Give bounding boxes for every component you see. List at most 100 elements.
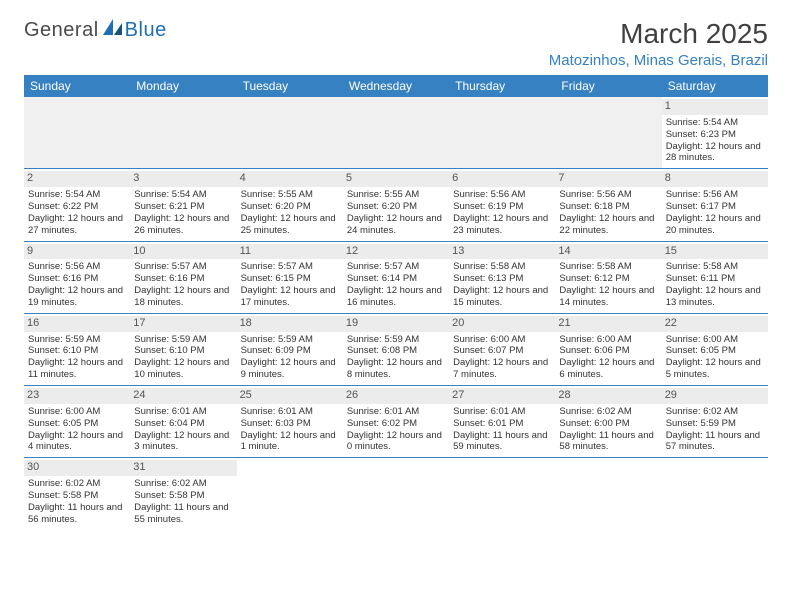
daylight-line: Daylight: 11 hours and 59 minutes.: [453, 430, 551, 454]
calendar-day-cell: 23Sunrise: 6:00 AMSunset: 6:05 PMDayligh…: [24, 386, 130, 458]
day-number: 24: [130, 388, 236, 404]
title-block: March 2025 Matozinhos, Minas Gerais, Bra…: [549, 18, 768, 69]
daylight-line: Daylight: 12 hours and 26 minutes.: [134, 213, 232, 237]
calendar-day-cell: 8 Sunrise: 5:56 AMSunset: 6:17 PMDaylight…: [662, 169, 768, 241]
daylight-line: Daylight: 11 hours and 57 minutes.: [666, 430, 764, 454]
calendar-empty-cell: [555, 97, 661, 169]
sunrise-line: Sunrise: 6:01 AM: [347, 406, 445, 418]
calendar-day-cell: 2Sunrise: 5:54 AMSunset: 6:22 PMDaylight…: [24, 169, 130, 241]
day-number: 14: [555, 244, 661, 260]
daylight-line: Daylight: 12 hours and 23 minutes.: [453, 213, 551, 237]
calendar-day-cell: 16Sunrise: 5:59 AMSunset: 6:10 PMDayligh…: [24, 313, 130, 385]
daylight-line: Daylight: 12 hours and 6 minutes.: [559, 357, 657, 381]
sunrise-line: Sunrise: 5:54 AM: [28, 189, 126, 201]
weekday-header: Thursday: [449, 75, 555, 97]
sunset-line: Sunset: 6:09 PM: [241, 345, 339, 357]
sunset-line: Sunset: 6:11 PM: [666, 273, 764, 285]
weekday-header: Monday: [130, 75, 236, 97]
sunset-line: Sunset: 6:05 PM: [666, 345, 764, 357]
calendar-empty-cell: [343, 97, 449, 169]
day-number: 1: [662, 99, 768, 115]
daylight-line: Daylight: 12 hours and 22 minutes.: [559, 213, 657, 237]
day-number: 20: [449, 316, 555, 332]
calendar-day-cell: 27 Sunrise: 6:01 AMSunset: 6:01 PMDayligh…: [449, 386, 555, 458]
sunset-line: Sunset: 6:05 PM: [28, 418, 126, 430]
sunset-line: Sunset: 6:14 PM: [347, 273, 445, 285]
daylight-line: Daylight: 12 hours and 5 minutes.: [666, 357, 764, 381]
day-number: 19: [343, 316, 449, 332]
sunrise-line: Sunrise: 5:56 AM: [666, 189, 764, 201]
calendar-day-cell: 12Sunrise: 5:57 AMSunset: 6:14 PMDayligh…: [343, 241, 449, 313]
sunset-line: Sunset: 6:08 PM: [347, 345, 445, 357]
calendar-day-cell: 19 Sunrise: 5:59 AMSunset: 6:08 PMDayligh…: [343, 313, 449, 385]
calendar-empty-cell: [343, 458, 449, 530]
calendar-day-cell: 24Sunrise: 6:01 AMSunset: 6:04 PMDayligh…: [130, 386, 236, 458]
sunrise-line: Sunrise: 5:59 AM: [347, 334, 445, 346]
calendar-empty-cell: [449, 97, 555, 169]
weekday-header: Tuesday: [237, 75, 343, 97]
daylight-line: Daylight: 12 hours and 9 minutes.: [241, 357, 339, 381]
daylight-line: Daylight: 12 hours and 4 minutes.: [28, 430, 126, 454]
day-number: 17: [130, 316, 236, 332]
sunrise-line: Sunrise: 6:00 AM: [666, 334, 764, 346]
daylight-line: Daylight: 12 hours and 1 minute.: [241, 430, 339, 454]
sunrise-line: Sunrise: 5:59 AM: [134, 334, 232, 346]
sunset-line: Sunset: 6:03 PM: [241, 418, 339, 430]
calendar-day-cell: 1Sunrise: 5:54 AMSunset: 6:23 PMDaylight…: [662, 97, 768, 169]
calendar-day-cell: 25Sunrise: 6:01 AMSunset: 6:03 PMDayligh…: [237, 386, 343, 458]
calendar-day-cell: 28Sunrise: 6:02 AMSunset: 6:00 PMDayligh…: [555, 386, 661, 458]
calendar-body: 1Sunrise: 5:54 AMSunset: 6:23 PMDaylight…: [24, 97, 768, 530]
sunset-line: Sunset: 6:20 PM: [241, 201, 339, 213]
daylight-line: Daylight: 12 hours and 14 minutes.: [559, 285, 657, 309]
calendar-empty-cell: [130, 97, 236, 169]
weekday-header: Sunday: [24, 75, 130, 97]
sunset-line: Sunset: 5:58 PM: [134, 490, 232, 502]
calendar-day-cell: 20Sunrise: 6:00 AMSunset: 6:07 PMDayligh…: [449, 313, 555, 385]
sunset-line: Sunset: 6:20 PM: [347, 201, 445, 213]
calendar-day-cell: 10Sunrise: 5:57 AMSunset: 6:16 PMDayligh…: [130, 241, 236, 313]
daylight-line: Daylight: 12 hours and 20 minutes.: [666, 213, 764, 237]
day-number: 6: [449, 171, 555, 187]
daylight-line: Daylight: 12 hours and 13 minutes.: [666, 285, 764, 309]
daylight-line: Daylight: 12 hours and 16 minutes.: [347, 285, 445, 309]
sunrise-line: Sunrise: 6:02 AM: [666, 406, 764, 418]
calendar-week-row: 1Sunrise: 5:54 AMSunset: 6:23 PMDaylight…: [24, 97, 768, 169]
sunset-line: Sunset: 6:02 PM: [347, 418, 445, 430]
calendar-empty-cell: [237, 458, 343, 530]
sunrise-line: Sunrise: 5:58 AM: [666, 261, 764, 273]
sunset-line: Sunset: 5:59 PM: [666, 418, 764, 430]
sunset-line: Sunset: 6:17 PM: [666, 201, 764, 213]
day-number: 9: [24, 244, 130, 260]
sunset-line: Sunset: 6:16 PM: [134, 273, 232, 285]
day-number: 27: [449, 388, 555, 404]
calendar-day-cell: 21Sunrise: 6:00 AMSunset: 6:06 PMDayligh…: [555, 313, 661, 385]
day-number: 30: [24, 460, 130, 476]
calendar-day-cell: 13Sunrise: 5:58 AMSunset: 6:13 PMDayligh…: [449, 241, 555, 313]
sunrise-line: Sunrise: 6:02 AM: [559, 406, 657, 418]
daylight-line: Daylight: 12 hours and 8 minutes.: [347, 357, 445, 381]
day-number: 22: [662, 316, 768, 332]
day-number: 8: [662, 171, 768, 187]
sunset-line: Sunset: 5:58 PM: [28, 490, 126, 502]
daylight-line: Daylight: 12 hours and 0 minutes.: [347, 430, 445, 454]
daylight-line: Daylight: 12 hours and 11 minutes.: [28, 357, 126, 381]
sunrise-line: Sunrise: 5:56 AM: [559, 189, 657, 201]
calendar-day-cell: 3Sunrise: 5:54 AMSunset: 6:21 PMDaylight…: [130, 169, 236, 241]
day-number: 5: [343, 171, 449, 187]
day-number: 25: [237, 388, 343, 404]
calendar-day-cell: 30Sunrise: 6:02 AMSunset: 5:58 PMDayligh…: [24, 458, 130, 530]
sunrise-line: Sunrise: 6:00 AM: [28, 406, 126, 418]
sunset-line: Sunset: 6:01 PM: [453, 418, 551, 430]
calendar-day-cell: 6Sunrise: 5:56 AMSunset: 6:19 PMDaylight…: [449, 169, 555, 241]
daylight-line: Daylight: 12 hours and 27 minutes.: [28, 213, 126, 237]
calendar-empty-cell: [555, 458, 661, 530]
day-number: 29: [662, 388, 768, 404]
daylight-line: Daylight: 12 hours and 15 minutes.: [453, 285, 551, 309]
calendar-day-cell: 18Sunrise: 5:59 AMSunset: 6:09 PMDayligh…: [237, 313, 343, 385]
sunset-line: Sunset: 6:04 PM: [134, 418, 232, 430]
daylight-line: Daylight: 12 hours and 19 minutes.: [28, 285, 126, 309]
sunrise-line: Sunrise: 5:57 AM: [347, 261, 445, 273]
sunrise-line: Sunrise: 6:01 AM: [453, 406, 551, 418]
sunset-line: Sunset: 6:18 PM: [559, 201, 657, 213]
calendar-day-cell: 9Sunrise: 5:56 AMSunset: 6:16 PMDaylight…: [24, 241, 130, 313]
